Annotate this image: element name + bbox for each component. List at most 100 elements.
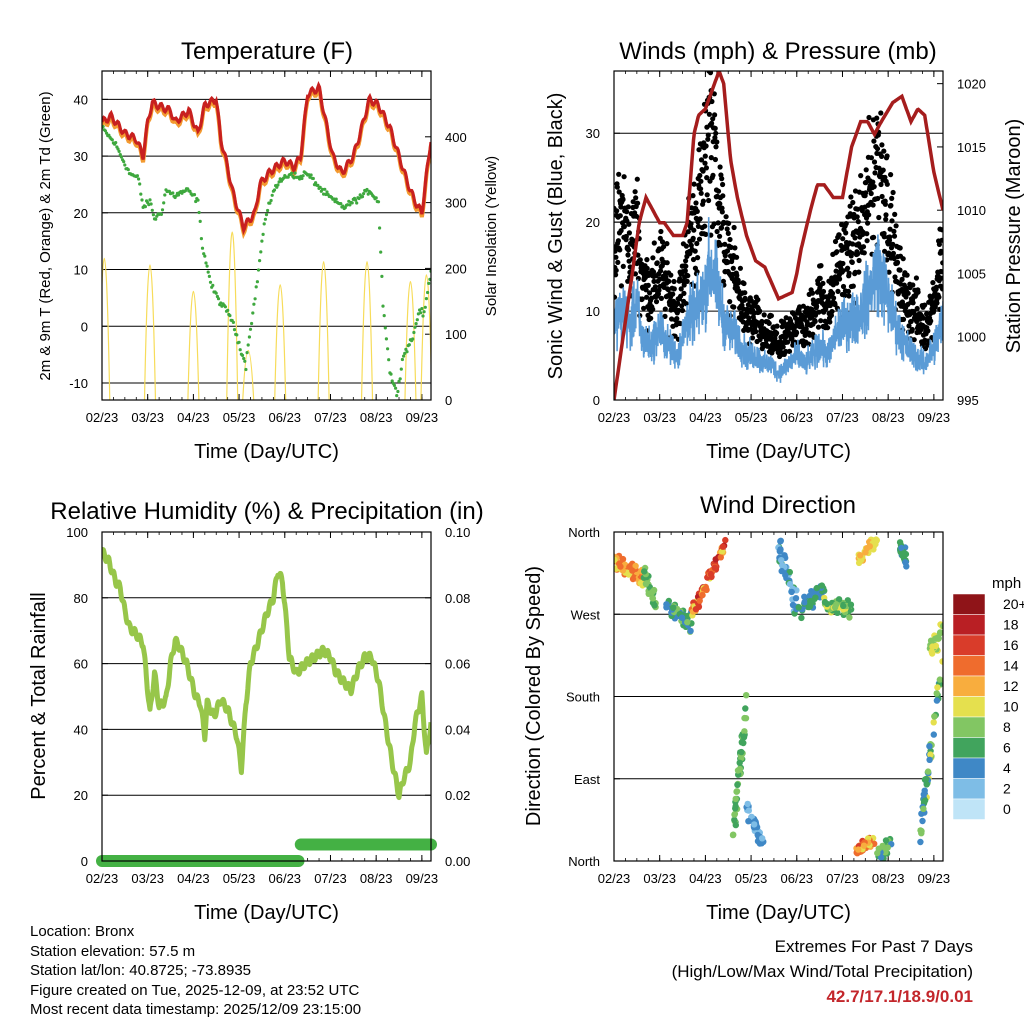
x-tick-label: 07/23 [826, 871, 859, 886]
gust-point [690, 235, 696, 241]
gust-point [774, 330, 780, 336]
legend-swatch [952, 675, 986, 697]
direction-point [807, 600, 814, 607]
dewpoint-point [244, 367, 248, 372]
x-axis-label: Time (Day/UTC) [706, 441, 851, 463]
gust-point [832, 238, 839, 245]
direction-point [678, 614, 686, 621]
gust-point [664, 241, 670, 247]
gust-point [620, 197, 626, 203]
gust-point [928, 318, 934, 324]
station-info: Location: Bronx Station elevation: 57.5 … [30, 922, 361, 1020]
direction-point [935, 634, 942, 642]
dewpoint-point [402, 354, 406, 358]
legend-swatch [952, 798, 986, 820]
direction-point [920, 791, 927, 798]
direction-point [619, 555, 627, 563]
gust-point [727, 236, 733, 243]
dewpoint-point [324, 192, 328, 197]
x-tick-label: 02/23 [598, 871, 631, 886]
dewpoint-point [135, 174, 139, 178]
gust-point [861, 250, 867, 256]
direction-point [936, 676, 943, 683]
dewpoint-point [346, 203, 350, 207]
dewpoint-point [376, 200, 381, 204]
legend-label: 8 [1003, 719, 1011, 735]
x-tick-label: 06/23 [269, 410, 302, 425]
gust-point [906, 323, 912, 329]
latest-timestamp: Most recent data timestamp: 2025/12/09 2… [30, 1001, 362, 1018]
direction-point [736, 759, 743, 766]
gust-point [658, 295, 665, 301]
gust-point [888, 202, 894, 209]
direction-point [834, 609, 841, 616]
gust-point [753, 329, 759, 335]
dewpoint-point [405, 350, 409, 354]
gust-point [759, 318, 765, 325]
direction-point [922, 775, 930, 783]
dewpoint-point [407, 343, 411, 347]
dewpoint-point [243, 359, 247, 363]
gust-point [693, 200, 699, 206]
dewpoint-point [301, 174, 305, 178]
direction-point [745, 818, 752, 825]
direction-point [732, 821, 739, 829]
gust-point [679, 307, 686, 314]
gust-point [702, 160, 708, 166]
legend-label: 4 [1003, 760, 1011, 776]
dewpoint-point [379, 250, 383, 254]
dewpoint-point [293, 171, 297, 175]
gust-point [720, 181, 726, 188]
solar-spike [242, 349, 255, 400]
gust-point [837, 276, 843, 282]
gust-point [820, 280, 826, 286]
dewpoint-point [412, 330, 416, 335]
dewpoint-point [354, 198, 358, 202]
y-axis-label: North [568, 854, 600, 869]
direction-point [931, 713, 938, 720]
gust-point [724, 248, 731, 254]
x-tick-label: 08/23 [360, 410, 393, 425]
dewpoint-point [362, 192, 366, 196]
solar-spike [143, 264, 157, 400]
legend-swatch [952, 716, 986, 738]
gust-point [647, 290, 653, 296]
direction-point [629, 575, 637, 583]
gust-point [694, 269, 700, 275]
y2-axis-label: 1000 [957, 330, 986, 345]
gust-point [639, 296, 645, 302]
gust-point [683, 258, 689, 264]
gust-point [659, 239, 666, 245]
direction-point [801, 593, 808, 600]
direction-point [719, 543, 726, 550]
y-axis-label: 20 [74, 788, 88, 803]
y2-axis-title: Station Pressure (Maroon) [1003, 119, 1024, 354]
gust-point [658, 228, 664, 235]
gust-point [616, 189, 622, 195]
gust-point [854, 214, 860, 220]
direction-point [937, 629, 943, 636]
gust-point [706, 111, 713, 117]
gust-point [726, 220, 732, 226]
dewpoint-point [350, 201, 354, 205]
gust-point [637, 257, 643, 263]
gust-point [723, 214, 729, 220]
gust-point [846, 293, 852, 299]
gust-point [690, 256, 697, 263]
gust-point [719, 176, 725, 182]
dewpoint-point [390, 379, 394, 383]
direction-point [855, 846, 862, 853]
direction-point [732, 795, 739, 803]
dewpoint-point [392, 383, 396, 387]
gust-point [615, 238, 622, 244]
dewpoint-point [316, 183, 320, 187]
dewpoint-point [240, 353, 245, 357]
dewpoint-point [290, 171, 294, 175]
y-axis-label: -10 [69, 376, 88, 391]
gust-point [883, 212, 889, 218]
dewpoint-point [422, 310, 426, 314]
direction-point [699, 591, 706, 599]
gust-point [681, 290, 687, 296]
gust-point [871, 234, 877, 240]
gust-point [684, 278, 690, 284]
